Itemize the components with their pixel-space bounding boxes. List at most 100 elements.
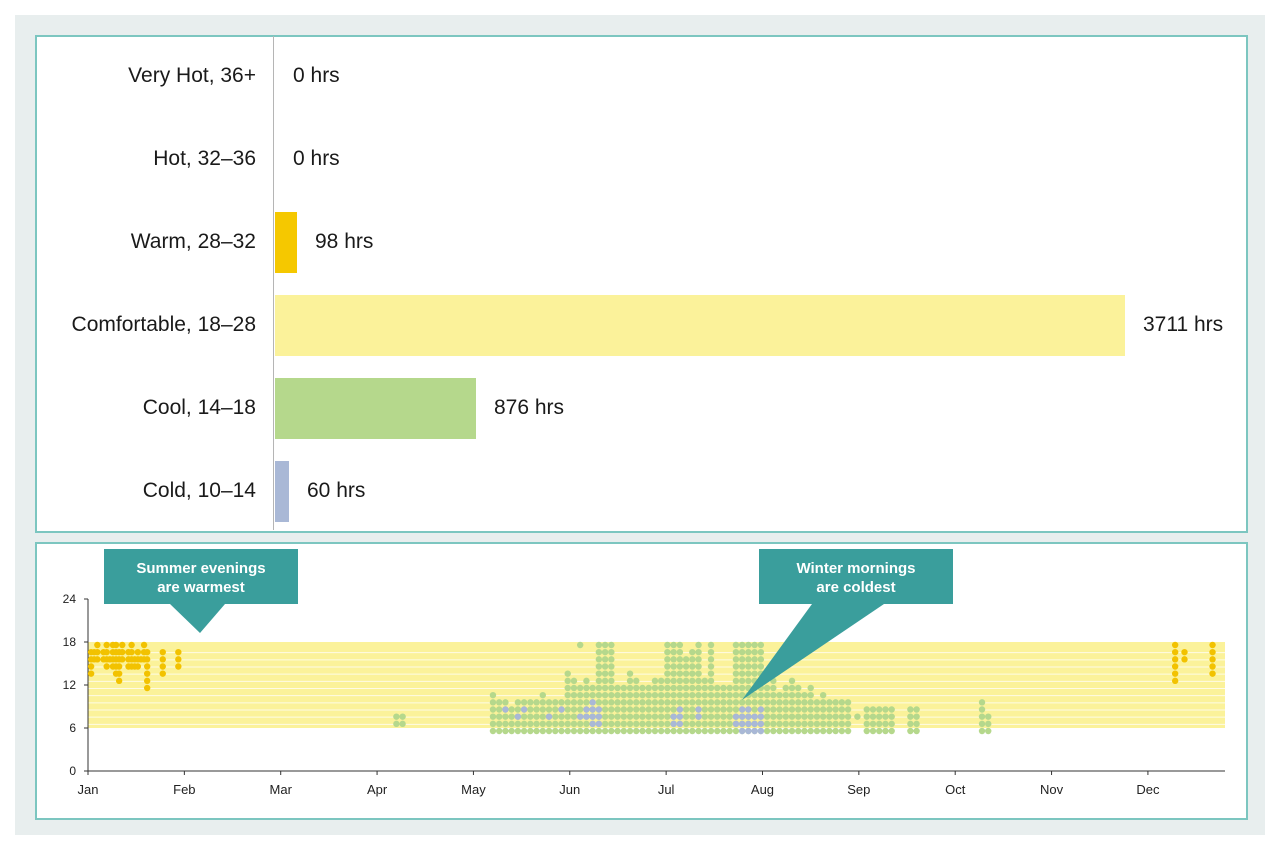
hour-point — [134, 648, 142, 656]
y-tick-label: 24 — [63, 592, 77, 606]
hour-point — [726, 699, 733, 706]
hour-point — [633, 699, 640, 706]
hour-point — [751, 656, 758, 663]
hour-point — [795, 720, 802, 728]
hour-point — [520, 727, 528, 735]
hour-point — [664, 663, 671, 670]
hour-point — [732, 727, 740, 735]
hour-point — [819, 706, 827, 713]
hour-point — [608, 713, 615, 720]
category-axis-line — [273, 36, 274, 530]
hour-point — [985, 727, 992, 735]
hour-point — [601, 677, 609, 685]
hour-point — [676, 720, 684, 728]
hour-point — [589, 727, 596, 735]
hour-point — [87, 670, 95, 677]
hour-point — [801, 727, 808, 735]
hours-bar — [275, 378, 476, 439]
hour-point — [763, 699, 771, 706]
hour-point — [726, 706, 733, 713]
hour-point — [620, 684, 627, 692]
hour-point — [844, 706, 852, 713]
hour-point — [508, 713, 515, 720]
hour-point — [608, 699, 615, 706]
hour-point — [576, 641, 584, 649]
hour-point — [689, 663, 696, 670]
hour-point — [978, 706, 986, 713]
hour-point — [745, 706, 752, 713]
hour-point — [614, 713, 621, 720]
hour-point — [801, 720, 808, 728]
hour-point — [570, 691, 578, 699]
hour-point — [595, 691, 603, 699]
hour-point — [913, 713, 920, 720]
hour-point — [676, 684, 684, 692]
hour-point — [664, 656, 671, 663]
month-label: Mar — [270, 782, 293, 797]
hour-point — [720, 706, 727, 713]
hour-point — [134, 663, 142, 670]
hour-point — [645, 691, 652, 699]
hour-point — [676, 670, 684, 677]
hour-point — [651, 713, 659, 720]
hour-point — [570, 684, 578, 692]
hour-point — [583, 691, 590, 699]
hour-point — [838, 720, 846, 728]
hour-point — [614, 691, 621, 699]
hour-point — [832, 706, 839, 713]
hours-bar — [275, 461, 289, 522]
callout-text: are coldest — [816, 579, 895, 596]
hour-point — [601, 648, 609, 656]
hour-point — [175, 656, 182, 663]
callout-pointer — [170, 604, 225, 633]
hour-point — [807, 691, 814, 699]
hour-point — [595, 670, 603, 677]
hour-point — [838, 727, 846, 735]
hour-point — [807, 684, 814, 692]
hour-point — [576, 706, 584, 713]
hour-point — [745, 648, 752, 656]
hour-point — [564, 699, 571, 706]
hour-point — [633, 706, 640, 713]
category-label: Cold, 10–14 — [142, 478, 256, 502]
hour-point — [626, 677, 634, 685]
hour-point — [670, 677, 677, 685]
hour-point — [907, 706, 914, 713]
hour-point — [564, 706, 571, 713]
hour-point — [795, 699, 802, 706]
hour-point — [527, 699, 534, 706]
hour-point — [1171, 677, 1179, 685]
month-label: Feb — [173, 782, 195, 797]
hour-point — [589, 699, 596, 706]
hour-point — [676, 677, 684, 685]
hour-point — [707, 656, 715, 663]
hour-point — [757, 699, 765, 706]
hour-point — [985, 720, 992, 728]
y-tick-label: 12 — [63, 678, 77, 692]
hour-point — [670, 656, 677, 663]
hours-value-label: 0 hrs — [293, 63, 340, 87]
hour-point — [626, 706, 634, 713]
hour-point — [844, 720, 852, 728]
hour-point — [545, 713, 553, 720]
hour-point — [732, 699, 740, 706]
hour-point — [1171, 656, 1179, 663]
hour-point — [399, 720, 406, 728]
hour-point — [1171, 648, 1179, 656]
hour-point — [399, 713, 406, 720]
hour-point — [657, 713, 665, 720]
hour-point — [844, 727, 852, 735]
hour-point — [601, 684, 609, 692]
hour-point — [788, 727, 796, 735]
hour-point — [639, 713, 646, 720]
hour-point — [795, 713, 802, 720]
hour-point — [695, 656, 702, 663]
y-tick-label: 18 — [63, 635, 77, 649]
hour-point — [732, 706, 740, 713]
hour-point — [838, 713, 846, 720]
hour-point — [639, 699, 646, 706]
hour-point — [745, 677, 752, 685]
hour-point — [819, 713, 827, 720]
hour-point — [489, 691, 497, 699]
